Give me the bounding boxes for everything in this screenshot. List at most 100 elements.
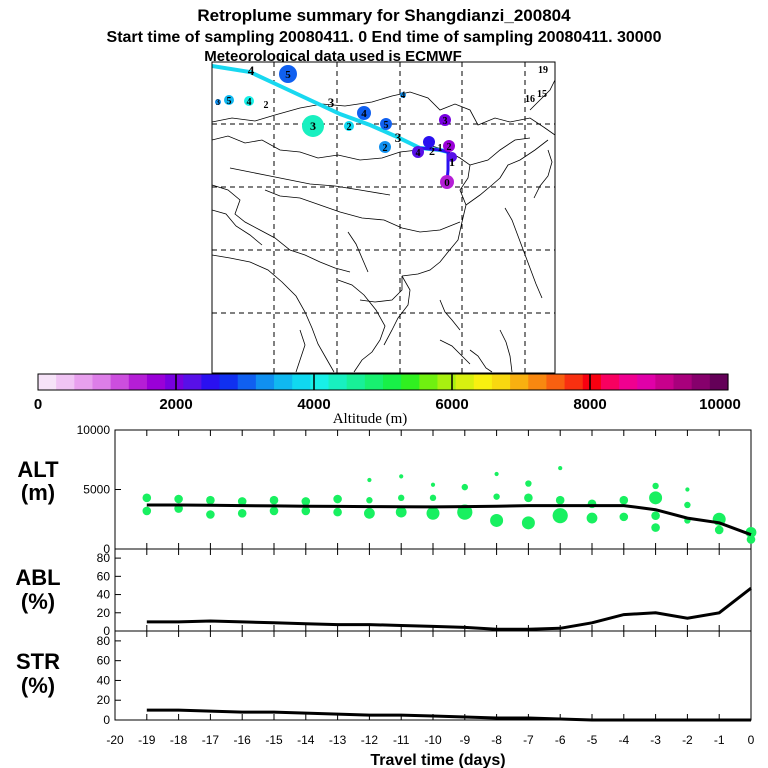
altitude-cluster-point [555,495,565,505]
colorbar-swatch [364,374,384,390]
colorbar-swatch [637,374,656,390]
x-axis-title: Travel time (days) [370,752,505,768]
altitude-cluster-point [426,506,440,520]
altitude-cluster-point [206,510,215,519]
colorbar-swatch [183,374,203,390]
colorbar-swatch [128,374,148,390]
map-label: 2 [447,142,452,153]
altitude-cluster-point [746,535,756,544]
map-label: 16 [525,94,535,105]
colorbar-tick-label: 0 [34,396,42,413]
x-axis: -20 -19 -18 -17 -16 -15 -14 -13 -12 -11 -10 -9 -8 -7-… [106,733,754,747]
altitude-cluster-point [619,495,629,505]
map-cluster-point [440,175,454,189]
altitude-cluster-point [521,516,535,530]
trajectory-map: 4 5 3 4 3 2 2 3 2 1 5 4 3 2 1 0 4 19 16 … [211,61,556,374]
map-cluster-point [400,92,406,98]
x-tick-label: -13 [329,733,347,747]
y-tick-label: 10000 [77,423,111,437]
y-tick-label: 0 [103,624,110,638]
alt-ylabel-line2: (m) [21,480,55,505]
altitude-cluster-point [552,508,568,524]
colorbar-tick-label: 6000 [435,396,468,413]
colorbar-axis-label: Altitude (m) [333,411,408,427]
x-tick-label: -7 [523,733,534,747]
altitude-cluster-point [399,474,404,479]
altitude-cluster-point [651,523,660,532]
map-label: 1 [449,155,455,169]
altitude-cluster-point [237,497,247,506]
colorbar-tick-label: 4000 [297,396,330,413]
x-tick-label: -19 [138,733,156,747]
map-cluster-point [244,96,254,106]
map-cluster-point [279,65,297,83]
altitude-colorbar [38,374,729,390]
panel-titles: ALT (m) ABL (%) STR (%) [15,457,60,698]
alt-ylabel-line1: ALT [17,457,59,482]
x-tick-label: -6 [555,733,566,747]
altitude-cluster-point [430,482,436,487]
map-label: 3 [310,119,316,133]
y-tick-label: 5000 [83,483,110,497]
x-tick-label: -20 [106,733,124,747]
map-cluster-point [439,114,451,126]
trajectory-clusters [215,65,457,189]
abl-ylabel-line2: (%) [21,589,55,614]
colorbar-swatch [546,374,566,390]
y-tick-label: 0 [103,713,110,727]
str-panel: 0 20 40 60 80 [97,631,751,727]
colorbar-swatch [165,374,184,390]
altitude-cluster-point [558,465,563,471]
x-tick-label: -4 [618,733,629,747]
altitude-cluster-point [619,512,629,522]
map-label: 2 [429,144,435,158]
y-tick-label: 0 [103,542,110,556]
altitude-cluster-point [333,507,342,517]
altitude-cluster-point [398,494,405,502]
colorbar-swatch [619,374,638,390]
colorbar-swatch [92,374,112,390]
map-cluster-point [224,95,234,105]
colorbar-swatch [473,374,493,390]
altitude-cluster-point [142,506,152,516]
map-label: 4 [248,63,255,78]
colorbar-swatch [74,374,94,390]
altitude-cluster-point [367,477,372,483]
y-tick-label: 40 [97,588,111,602]
map-label: 4 [361,108,367,120]
x-tick-label: -1 [714,733,725,747]
str-ylabel-line1: STR [16,649,60,674]
altitude-cluster-point [269,495,279,505]
x-tick-label: -12 [361,733,379,747]
altitude-cluster-point [494,471,499,477]
map-label: 2 [347,122,352,133]
map-background [212,62,555,373]
x-tick-label: -11 [393,733,410,747]
colorbar-swatch [564,374,584,390]
map-frame [211,61,556,374]
colorbar-tick-label: 10000 [699,396,741,413]
series-line [146,503,752,537]
colorbar-swatch [38,374,57,390]
map-cluster-point [423,136,435,148]
colorbar-swatch [219,374,239,390]
colorbar-swatch [455,374,475,390]
colorbar-swatch [56,374,75,390]
altitude-cluster-point [301,497,311,506]
map-cluster-point [344,121,354,131]
altitude-cluster-point [649,491,663,505]
figure-title: Retroplume summary for Shangdianzi_20080… [197,6,571,25]
figure-subtitle-met: Meteorological data used is ECMWF [204,48,462,65]
y-tick-label: 60 [97,654,111,668]
y-tick-label: 80 [97,551,111,565]
str-panel-frame [114,630,752,721]
y-tick-label: 20 [97,693,111,707]
colorbar-swatch [274,374,293,390]
y-tick-label: 40 [97,673,111,687]
trajectory-line-inner [419,146,450,183]
altitude-cluster-point [429,494,437,502]
y-tick-label: 20 [97,606,111,620]
x-tick-label: -18 [170,733,188,747]
x-tick-label: -14 [297,733,315,747]
altitude-cluster-point [206,495,215,505]
